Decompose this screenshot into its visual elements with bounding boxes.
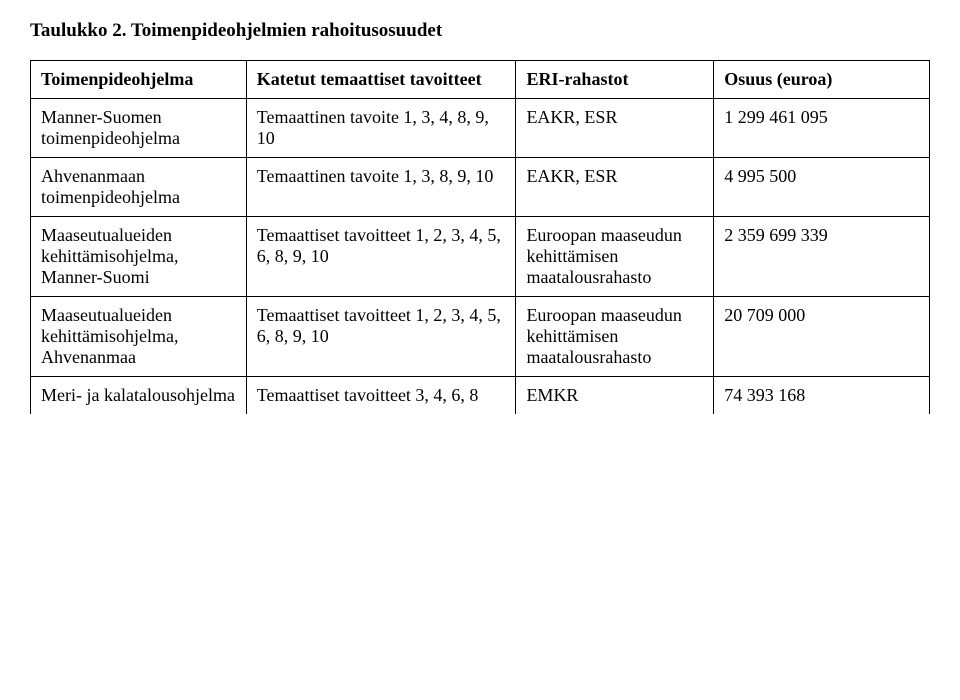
table-row: Ahvenanmaan toimenpideohjelma Temaattine… bbox=[31, 158, 930, 217]
cell-funds: Euroopan maaseudun kehittämisen maatalou… bbox=[516, 297, 714, 377]
funding-table: Toimenpideohjelma Katetut temaattiset ta… bbox=[30, 60, 930, 414]
cell-objectives: Temaattiset tavoitteet 1, 2, 3, 4, 5, 6,… bbox=[246, 217, 516, 297]
table-header-row: Toimenpideohjelma Katetut temaattiset ta… bbox=[31, 61, 930, 99]
cell-share: 20 709 000 bbox=[714, 297, 930, 377]
cell-funds: EMKR bbox=[516, 377, 714, 415]
table-row: Maaseutualueiden kehittämisohjelma, Mann… bbox=[31, 217, 930, 297]
cell-share: 2 359 699 339 bbox=[714, 217, 930, 297]
cell-share: 4 995 500 bbox=[714, 158, 930, 217]
cell-funds: Euroopan maaseudun kehittämisen maatalou… bbox=[516, 217, 714, 297]
cell-funds: EAKR, ESR bbox=[516, 99, 714, 158]
cell-share: 74 393 168 bbox=[714, 377, 930, 415]
cell-objectives: Temaattinen tavoite 1, 3, 4, 8, 9, 10 bbox=[246, 99, 516, 158]
cell-program: Maaseutualueiden kehittämisohjelma, Mann… bbox=[31, 217, 247, 297]
cell-objectives: Temaattiset tavoitteet 1, 2, 3, 4, 5, 6,… bbox=[246, 297, 516, 377]
cell-share: 1 299 461 095 bbox=[714, 99, 930, 158]
cell-program: Ahvenanmaan toimenpideohjelma bbox=[31, 158, 247, 217]
table-row: Manner-Suomen toimenpideohjelma Temaatti… bbox=[31, 99, 930, 158]
cell-program: Manner-Suomen toimenpideohjelma bbox=[31, 99, 247, 158]
cell-objectives: Temaattinen tavoite 1, 3, 8, 9, 10 bbox=[246, 158, 516, 217]
col-header-share: Osuus (euroa) bbox=[714, 61, 930, 99]
cell-funds: EAKR, ESR bbox=[516, 158, 714, 217]
table-caption: Taulukko 2. Toimenpideohjelmien rahoitus… bbox=[30, 20, 930, 42]
cell-program: Meri- ja kalatalousohjelma bbox=[31, 377, 247, 415]
col-header-program: Toimenpideohjelma bbox=[31, 61, 247, 99]
col-header-objectives: Katetut temaattiset tavoitteet bbox=[246, 61, 516, 99]
table-row: Meri- ja kalatalousohjelma Temaattiset t… bbox=[31, 377, 930, 415]
cell-objectives: Temaattiset tavoitteet 3, 4, 6, 8 bbox=[246, 377, 516, 415]
table-row: Maaseutualueiden kehittämisohjelma, Ahve… bbox=[31, 297, 930, 377]
cell-program: Maaseutualueiden kehittämisohjelma, Ahve… bbox=[31, 297, 247, 377]
col-header-funds: ERI-rahastot bbox=[516, 61, 714, 99]
